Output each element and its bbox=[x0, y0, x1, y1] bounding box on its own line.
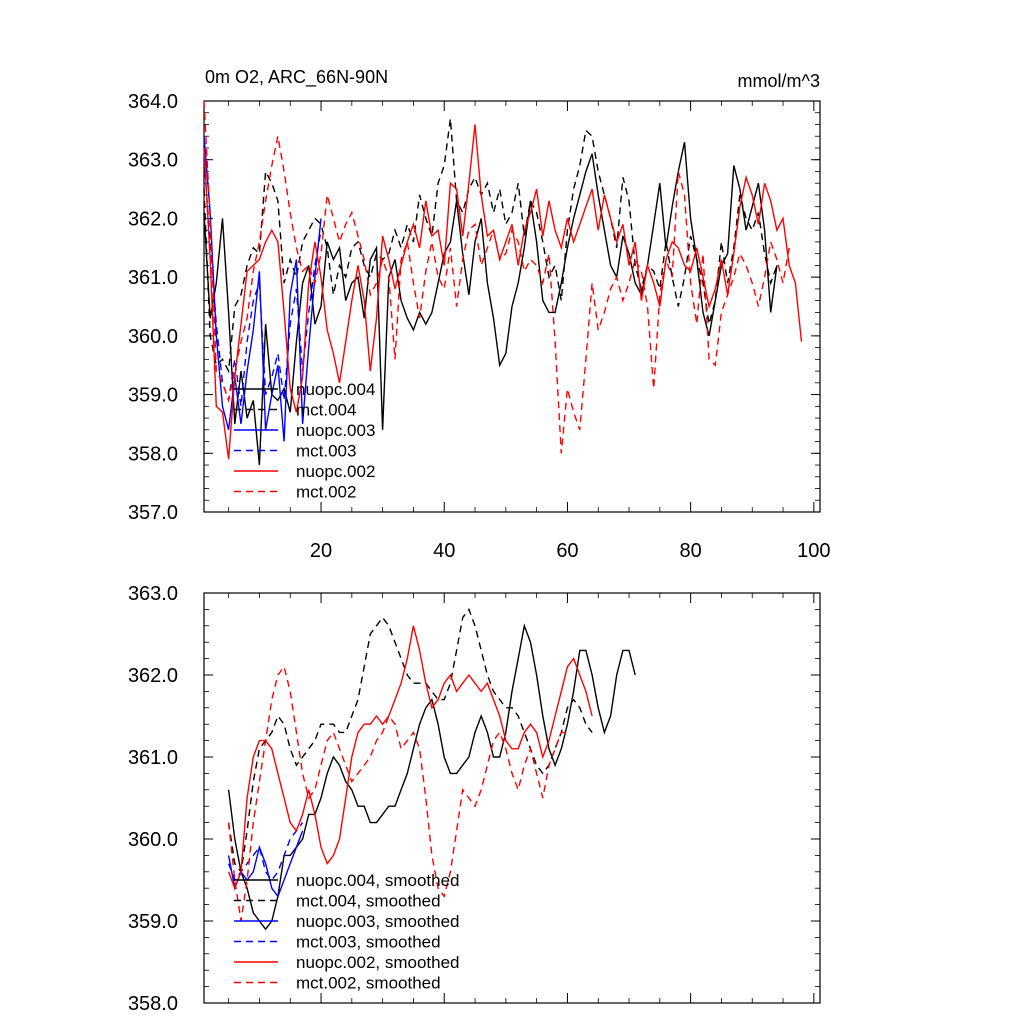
bottom-plot-frame bbox=[203, 592, 821, 1004]
legend-label: nuopc.002, smoothed bbox=[296, 953, 460, 972]
x-tick-label: 80 bbox=[680, 540, 702, 562]
top-panel-units: mmol/m^3 bbox=[738, 71, 820, 91]
series-line-nuopc-004 bbox=[203, 141, 778, 466]
y-tick-label: 361.0 bbox=[128, 267, 178, 289]
x-tick-label: 20 bbox=[310, 540, 332, 562]
y-tick-label: 358.0 bbox=[128, 443, 178, 465]
x-tick-label: 60 bbox=[556, 540, 578, 562]
y-tick-label: 360.0 bbox=[128, 829, 178, 851]
top-panel: 0m O2, ARC_66N-90N mmol/m^3 357.0 358.0 35… bbox=[128, 67, 831, 562]
legend-label: mct.003, smoothed bbox=[296, 933, 441, 952]
legend-label: nuopc.004, smoothed bbox=[296, 871, 460, 890]
y-tick-label: 361.0 bbox=[128, 747, 178, 769]
y-tick-label: 358.0 bbox=[128, 993, 178, 1015]
legend-label: mct.002 bbox=[296, 483, 356, 502]
series-line-mct-002-smoothed bbox=[227, 665, 568, 922]
x-tick-label: 100 bbox=[797, 540, 830, 562]
y-tick-label: 363.0 bbox=[128, 583, 178, 605]
y-tick-label: 364.0 bbox=[128, 91, 178, 113]
y-tick-label: 362.0 bbox=[128, 665, 178, 687]
x-tick-label: 40 bbox=[433, 540, 455, 562]
bottom-panel: 358.0 359.0 360.0 361.0 362.0 363.0 nuopc.004… bbox=[128, 583, 821, 1015]
y-tick-label: 363.0 bbox=[128, 150, 178, 172]
series-line-mct-004-smoothed bbox=[227, 607, 593, 874]
legend-label: mct.002, smoothed bbox=[296, 974, 441, 993]
legend-label: nuopc.004 bbox=[296, 380, 375, 399]
legend-label: mct.004, smoothed bbox=[296, 892, 441, 911]
y-tick-label: 360.0 bbox=[128, 326, 178, 348]
top-plot-frame bbox=[203, 100, 821, 513]
y-tick-label: 359.0 bbox=[128, 385, 178, 407]
legend-label: nuopc.002 bbox=[296, 462, 375, 481]
y-tick-label: 362.0 bbox=[128, 208, 178, 230]
y-tick-label: 357.0 bbox=[128, 502, 178, 524]
series-line-mct-002 bbox=[203, 100, 790, 454]
legend-label: nuopc.003, smoothed bbox=[296, 912, 460, 931]
legend-label: mct.004 bbox=[296, 401, 356, 420]
series-line-nuopc-003 bbox=[203, 136, 322, 442]
legend-label: nuopc.003 bbox=[296, 421, 375, 440]
legend-label: mct.003 bbox=[296, 442, 356, 461]
top-panel-title: 0m O2, ARC_66N-90N bbox=[205, 67, 388, 88]
series-line-nuopc-002-smoothed bbox=[227, 625, 593, 891]
y-tick-label: 359.0 bbox=[128, 911, 178, 933]
series-line-nuopc-002 bbox=[203, 124, 803, 460]
series-line-mct-003-smoothed bbox=[227, 822, 304, 882]
